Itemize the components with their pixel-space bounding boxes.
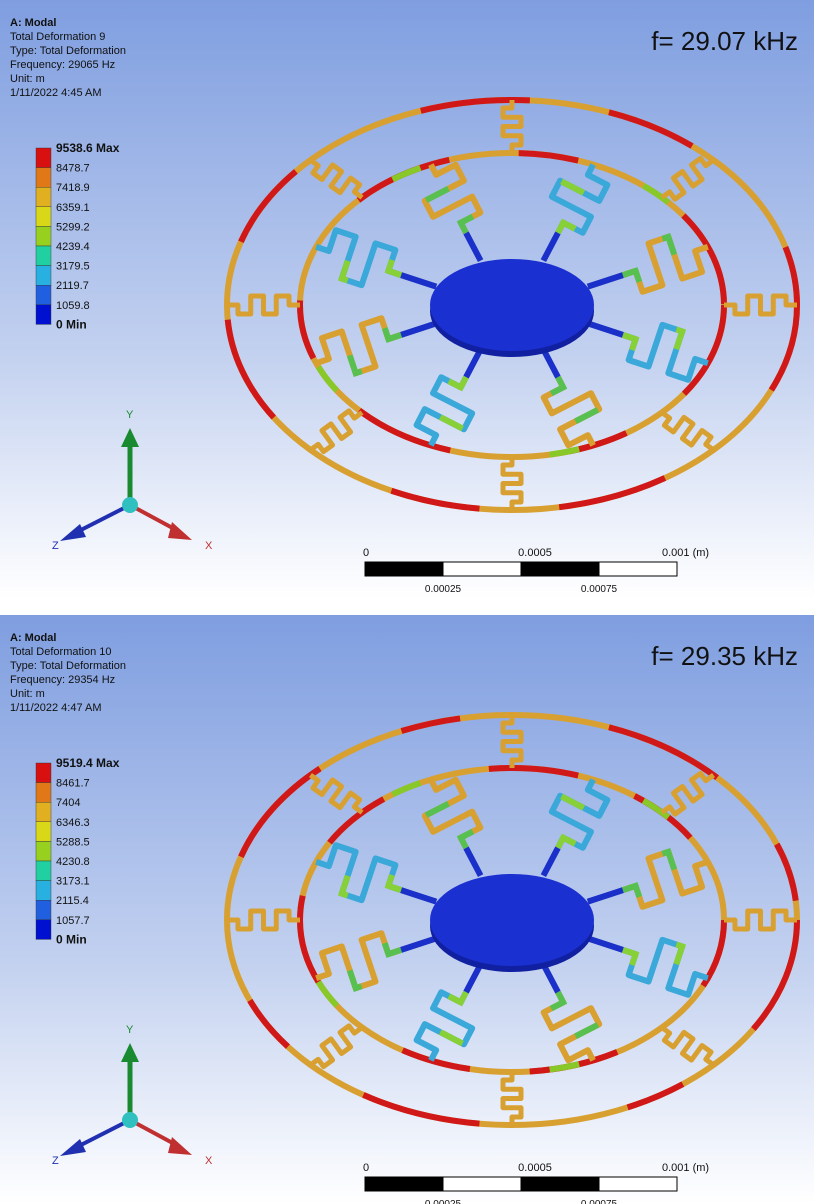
axis-label-z: Z: [52, 540, 59, 552]
scale-segment: [443, 1177, 521, 1191]
legend-swatch: [36, 763, 51, 783]
axis-label-z: Z: [52, 1155, 59, 1167]
legend-swatch: [36, 246, 51, 266]
legend-label: 6346.3: [56, 817, 90, 829]
scale-label: 0.00075: [581, 584, 618, 595]
legend-label: 3179.5: [56, 261, 90, 273]
center-disk: [430, 874, 594, 966]
scale-segment: [443, 562, 521, 576]
legend-swatch: [36, 920, 51, 940]
legend-label: 4230.8: [56, 856, 90, 868]
scale-label: 0: [363, 1162, 369, 1174]
header-line: Unit: m: [10, 73, 45, 85]
legend-swatch: [36, 802, 51, 822]
scale-segment: [365, 1177, 443, 1191]
axis-label-y: Y: [126, 1024, 134, 1036]
scale-segment: [521, 562, 599, 576]
header-line: Frequency: 29065 Hz: [10, 59, 115, 71]
header-line: 1/11/2022 4:45 AM: [10, 87, 102, 99]
frequency-label: f= 29.07 kHz: [651, 26, 798, 56]
axis-origin: [122, 1112, 138, 1128]
legend-swatch: [36, 187, 51, 207]
header-title: A: Modal: [10, 17, 56, 29]
legend-label: 5288.5: [56, 836, 90, 848]
scale-label: 0.00025: [425, 584, 462, 595]
legend-swatch: [36, 266, 51, 286]
scale-label: 0.00075: [581, 1199, 618, 1204]
panel: A: Modal Total Deformation 10 Type: Total …: [0, 615, 814, 1204]
legend-swatch: [36, 881, 51, 901]
header-line: Type: Total Deformation: [10, 45, 126, 57]
header-line: Total Deformation 10: [10, 646, 112, 658]
legend-swatch: [36, 861, 51, 881]
scale-label: 0.001 (m): [662, 547, 709, 559]
legend-label: 0 Min: [56, 317, 87, 331]
scale-segment: [365, 562, 443, 576]
scale-label: 0.001 (m): [662, 1162, 709, 1174]
legend-swatch: [36, 783, 51, 803]
header-title: A: Modal: [10, 632, 56, 644]
axis-origin: [122, 497, 138, 513]
header-line: Unit: m: [10, 688, 45, 700]
legend-swatch: [36, 148, 51, 168]
legend-label: 4239.4: [56, 241, 90, 253]
legend-swatch: [36, 900, 51, 920]
legend-label: 7404: [56, 797, 80, 809]
center-disk: [430, 259, 594, 351]
screenshot: A: Modal Total Deformation 9 Type: Total D…: [0, 0, 814, 1204]
axis-label-x: X: [205, 1155, 213, 1167]
legend-swatch: [36, 226, 51, 246]
axis-label-y: Y: [126, 409, 134, 421]
header-line: Frequency: 29354 Hz: [10, 674, 115, 686]
scale-label: 0.0005: [518, 1162, 552, 1174]
legend-label: 5299.2: [56, 221, 90, 233]
legend-swatch: [36, 168, 51, 188]
legend-label: 7418.9: [56, 182, 90, 194]
scale-label: 0: [363, 547, 369, 559]
legend-label: 9519.4 Max: [56, 756, 120, 770]
scale-segment: [599, 1177, 677, 1191]
frequency-label: f= 29.35 kHz: [651, 641, 798, 671]
header-line: Type: Total Deformation: [10, 660, 126, 672]
legend-label: 1059.8: [56, 300, 90, 312]
legend-swatch: [36, 207, 51, 227]
header-line: Total Deformation 9: [10, 31, 105, 43]
scale-segment: [599, 562, 677, 576]
legend-label: 3173.1: [56, 876, 90, 888]
scale-label: 0.00025: [425, 1199, 462, 1204]
header-line: 1/11/2022 4:47 AM: [10, 702, 102, 714]
legend-label: 0 Min: [56, 932, 87, 946]
legend-label: 8461.7: [56, 778, 90, 790]
legend-swatch: [36, 841, 51, 861]
legend-swatch: [36, 822, 51, 842]
axis-label-x: X: [205, 540, 213, 552]
legend-swatch: [36, 285, 51, 305]
legend-label: 1057.7: [56, 915, 90, 927]
scale-label: 0.0005: [518, 547, 552, 559]
legend-label: 8478.7: [56, 163, 90, 175]
legend-swatch: [36, 305, 51, 325]
panel: A: Modal Total Deformation 9 Type: Total D…: [0, 0, 814, 600]
legend-label: 6359.1: [56, 202, 90, 214]
legend-label: 2115.4: [56, 895, 89, 907]
viewport-background: [0, 615, 814, 1204]
legend-label: 2119.7: [56, 280, 89, 292]
legend-label: 9538.6 Max: [56, 141, 120, 155]
scale-segment: [521, 1177, 599, 1191]
